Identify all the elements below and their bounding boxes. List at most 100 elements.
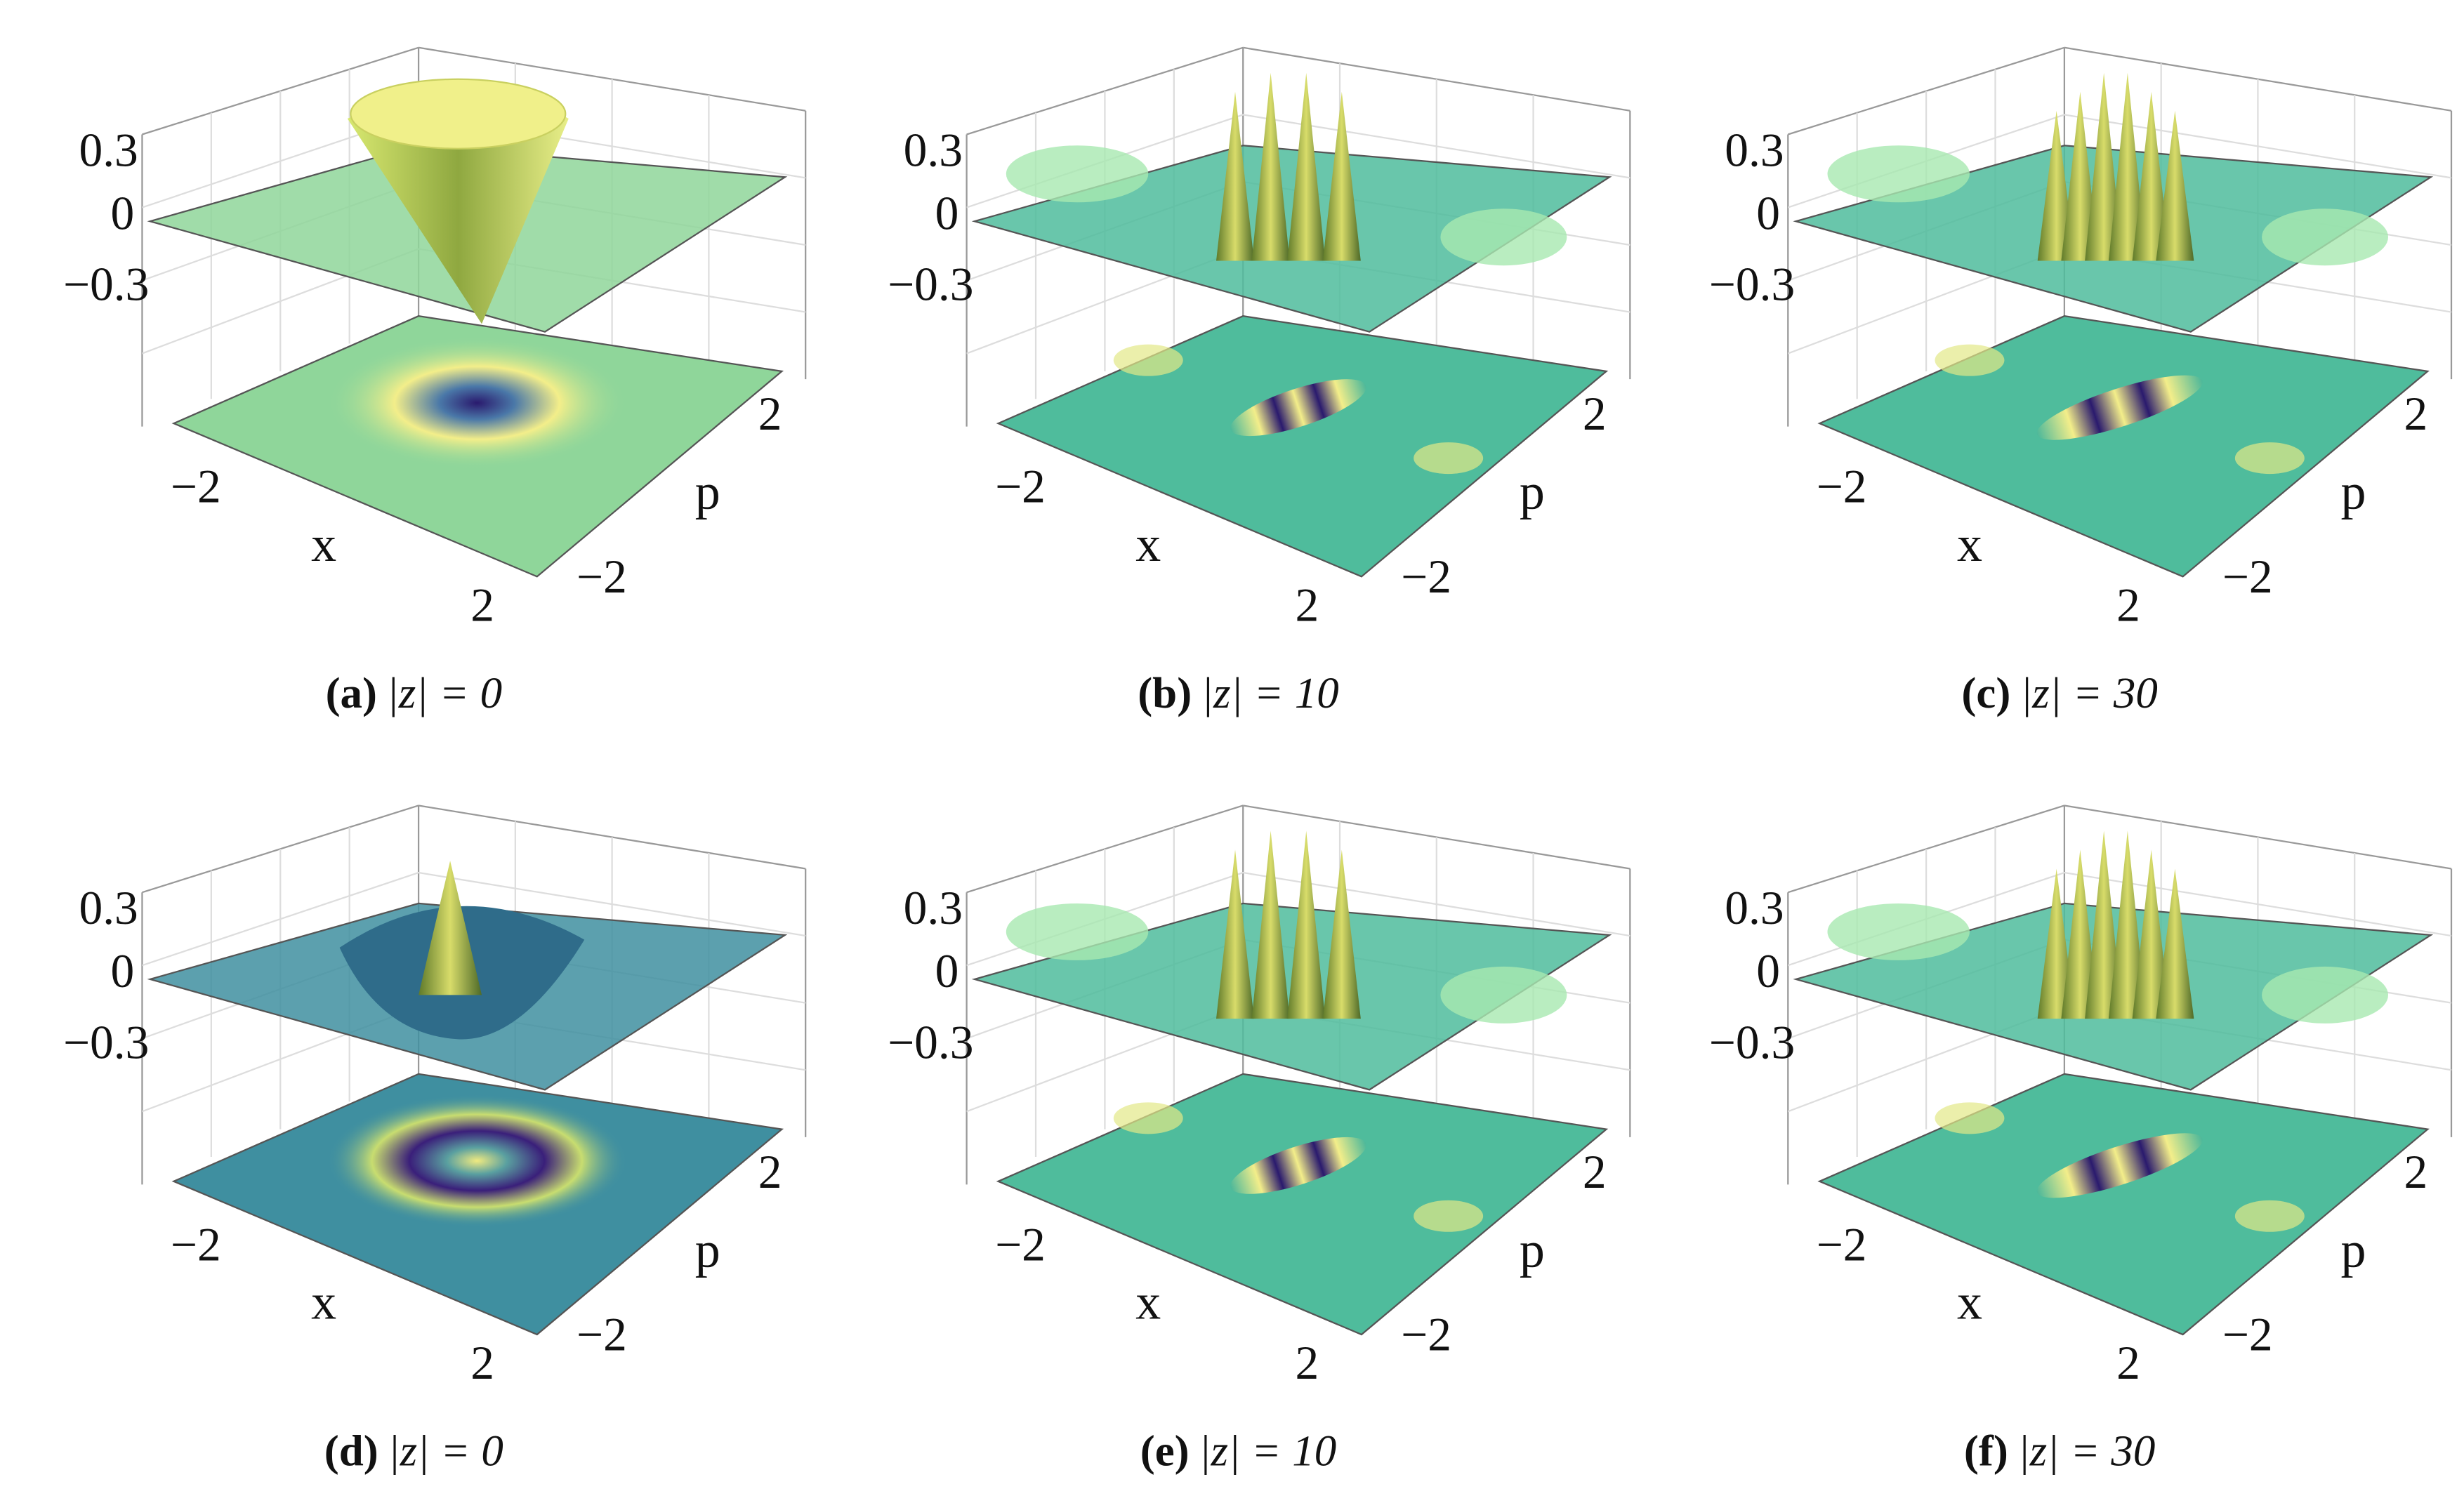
caption: (e) |z| = 10 xyxy=(1140,1426,1336,1476)
caption-text: |z| = 10 xyxy=(1199,1426,1336,1476)
surface-peak xyxy=(2085,72,2123,261)
x-tick-label: −2 xyxy=(995,1218,1046,1271)
p-tick-label: −2 xyxy=(1401,1309,1451,1361)
z-tick-label: 0 xyxy=(1756,945,1780,998)
density-spot xyxy=(2234,1200,2305,1232)
x-axis-label: x xyxy=(1135,516,1161,572)
p-axis-label: p xyxy=(1520,1221,1545,1278)
density-spot xyxy=(1414,1200,1484,1232)
z-tick-label: 0 xyxy=(935,187,959,239)
surface-hump xyxy=(1006,903,1149,960)
lower-plane xyxy=(1817,1073,2430,1336)
p-axis-label: p xyxy=(695,1221,720,1278)
lower-plane xyxy=(996,315,1609,578)
lower-plane xyxy=(1817,315,2430,578)
surface-peak xyxy=(1287,72,1326,261)
surface-hump xyxy=(1827,145,1970,203)
x-tick-label: 2 xyxy=(2116,1337,2140,1389)
z-tick-label: 0.3 xyxy=(1725,124,1784,176)
surface-hump xyxy=(1440,966,1567,1024)
caption-label: (e) xyxy=(1140,1426,1190,1476)
z-tick-label: 0.3 xyxy=(79,124,138,176)
density-spot xyxy=(1113,344,1183,376)
p-tick-label: −2 xyxy=(2222,550,2273,603)
caption-label: (d) xyxy=(324,1426,378,1476)
density-ring xyxy=(327,336,627,470)
caption-label: (f) xyxy=(1964,1426,2008,1476)
surface-peak xyxy=(2132,849,2170,1019)
x-tick-label: 2 xyxy=(470,578,494,631)
surface-peak xyxy=(1251,72,1290,261)
p-tick-label: 2 xyxy=(1583,1146,1607,1198)
x-tick-label: −2 xyxy=(1817,1218,1867,1271)
z-tick-label: 0 xyxy=(110,187,134,239)
surface-hump xyxy=(1006,145,1149,203)
z-tick-label: −0.3 xyxy=(1709,258,1795,311)
p-tick-label: 2 xyxy=(1583,388,1607,440)
caption-text: |z| = 0 xyxy=(387,668,503,717)
x-tick-label: −2 xyxy=(171,1218,221,1271)
x-axis-label: x xyxy=(311,516,336,572)
surface-hump xyxy=(2262,208,2389,266)
lower-plane xyxy=(996,1073,1609,1336)
x-tick-label: −2 xyxy=(171,461,221,513)
caption-text: |z| = 30 xyxy=(2017,1426,2155,1476)
grid-line xyxy=(142,871,806,967)
z-tick-label: −0.3 xyxy=(888,1016,973,1068)
p-tick-label: 2 xyxy=(758,388,782,440)
density-fringes xyxy=(2036,1133,2203,1198)
surface-peak xyxy=(1287,830,1326,1019)
surface-peak xyxy=(1322,91,1361,261)
panel: 0.3 0 −0.3 −2 2 2 −2 x p (a) |z| = 0 xyxy=(63,46,807,717)
surface-cone xyxy=(347,91,569,324)
z-tick-label: 0.3 xyxy=(79,882,138,934)
surface-peak xyxy=(2108,72,2147,261)
caption-text: |z| = 0 xyxy=(388,1426,503,1476)
caption-text: |z| = 30 xyxy=(2020,668,2158,717)
caption: (b) |z| = 10 xyxy=(1138,668,1339,717)
z-tick-label: −0.3 xyxy=(1709,1016,1795,1068)
density-ring xyxy=(327,1094,627,1228)
panel: 0.3 0 −0.3 −2 2 2 −2 x p (f) |z| = 30 xyxy=(1709,804,2453,1476)
z-tick-label: −0.3 xyxy=(888,258,973,311)
panel: 0.3 0 −0.3 −2 2 2 −2 x p (d) |z| = 0 xyxy=(63,804,807,1476)
p-axis-label: p xyxy=(2341,1221,2366,1278)
density-spot xyxy=(1414,442,1484,475)
caption: (f) |z| = 30 xyxy=(1964,1426,2155,1476)
surface-peak xyxy=(2156,110,2194,261)
x-axis-label: x xyxy=(1957,1274,1982,1330)
density-spot xyxy=(1935,344,2005,376)
caption: (a) |z| = 0 xyxy=(326,668,503,717)
surface-hump xyxy=(1440,208,1567,266)
z-tick-label: 0 xyxy=(110,945,134,998)
caption-label: (b) xyxy=(1138,668,1192,717)
surface-peak xyxy=(2132,91,2170,261)
surface-peak xyxy=(1216,849,1254,1019)
box-edge xyxy=(142,46,419,135)
surface-hump xyxy=(2262,966,2389,1024)
surface-peak xyxy=(2108,830,2147,1019)
box-edge xyxy=(966,46,1244,135)
x-tick-label: 2 xyxy=(1295,1337,1319,1389)
caption-label: (a) xyxy=(326,668,377,717)
p-tick-label: 2 xyxy=(2404,388,2428,440)
p-tick-label: −2 xyxy=(577,1309,627,1361)
p-tick-label: −2 xyxy=(1401,550,1451,603)
z-tick-label: 0.3 xyxy=(904,124,963,176)
z-tick-label: 0 xyxy=(935,945,959,998)
z-tick-label: −0.3 xyxy=(63,258,149,311)
x-axis-label: x xyxy=(311,1274,336,1330)
density-spot xyxy=(1113,1102,1183,1134)
x-tick-label: 2 xyxy=(2116,578,2140,631)
z-tick-label: 0.3 xyxy=(904,882,963,934)
caption: (c) |z| = 30 xyxy=(1961,668,2157,717)
surface-peak xyxy=(2156,868,2194,1019)
box-edge xyxy=(1787,46,2065,135)
density-spot xyxy=(1935,1102,2005,1134)
caption-label: (c) xyxy=(1961,668,2010,717)
density-fringes xyxy=(1230,1137,1366,1194)
p-tick-label: −2 xyxy=(577,550,627,603)
surface-peak xyxy=(419,861,482,995)
x-axis-label: x xyxy=(1135,1274,1161,1330)
surface-hump xyxy=(1827,903,1970,960)
